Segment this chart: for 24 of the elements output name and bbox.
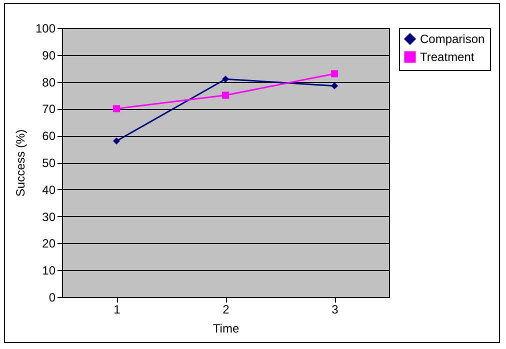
point xyxy=(112,137,120,145)
y-tick-label: 40 xyxy=(42,182,56,197)
y-tick-label: 50 xyxy=(42,156,56,170)
point xyxy=(330,82,338,90)
y-tick-label: 10 xyxy=(42,264,56,278)
point xyxy=(222,92,230,99)
legend-label: Comparison xyxy=(420,32,485,46)
x-tick-label: 1 xyxy=(114,302,121,316)
x-tick-label: 2 xyxy=(222,302,230,316)
y-tick-label: 90 xyxy=(42,48,56,62)
y-tick-label: 80 xyxy=(42,75,56,90)
point xyxy=(112,105,120,112)
y-tick-label: 0 xyxy=(48,290,56,304)
y-tick-label: 20 xyxy=(42,236,56,251)
x-axis-title: Time xyxy=(212,322,240,336)
y-tick-label: 30 xyxy=(42,210,56,224)
y-axis-title: Success (%) xyxy=(13,129,28,197)
point xyxy=(222,76,230,83)
legend-label: Treatment xyxy=(420,50,475,64)
y-tick-label: 60 xyxy=(42,129,56,144)
y-tick-label: 70 xyxy=(42,102,56,116)
x-tick-label: 3 xyxy=(332,302,339,316)
y-tick-label: 100 xyxy=(35,22,56,36)
point xyxy=(330,70,338,78)
